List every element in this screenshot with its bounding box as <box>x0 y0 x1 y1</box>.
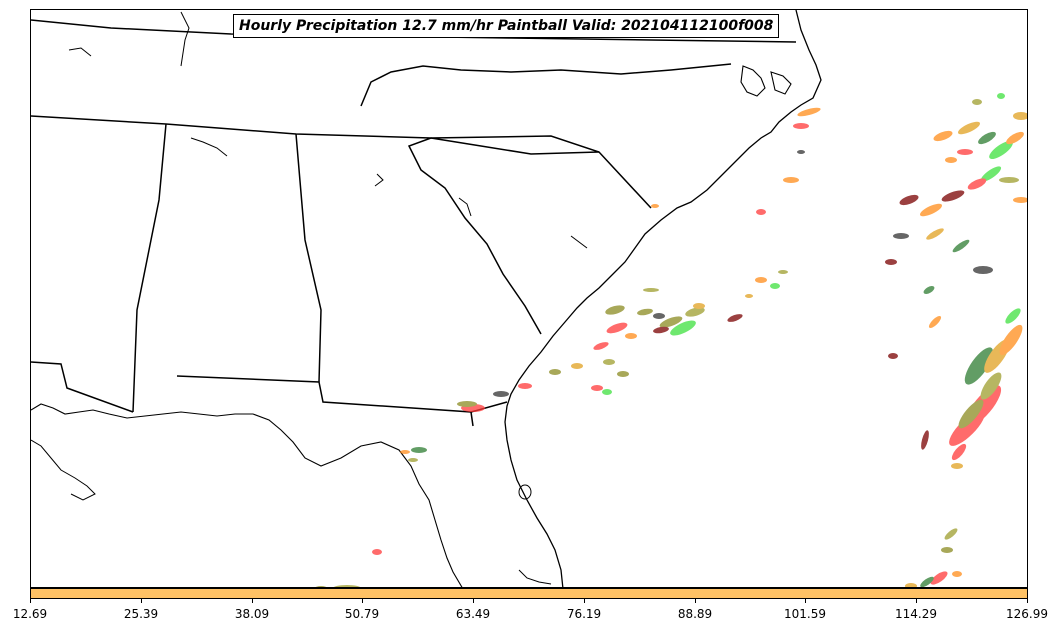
colorbar-tick-mark <box>252 599 253 603</box>
colorbar-tick-mark <box>916 599 917 603</box>
colorbar-tick-mark <box>473 599 474 603</box>
colorbar-tick-label: 50.79 <box>344 607 380 621</box>
florida-keys <box>518 569 552 585</box>
colorbar-tick-label: 126.99 <box>1006 607 1048 621</box>
colorbar-ticks: 12.69 25.39 38.09 50.79 63.49 76.19 88.89 101.5… <box>13 599 1048 629</box>
louisiana-coast <box>31 439 96 501</box>
colorbar-tick-label: 38.09 <box>234 607 270 621</box>
map-frame <box>30 9 1028 588</box>
colorbar-tick-label: 88.89 <box>677 607 713 621</box>
colorbar-tick-label: 76.19 <box>566 607 602 621</box>
colorbar-tick-mark <box>141 599 142 603</box>
colorbar-tick-mark <box>584 599 585 603</box>
colorbar-tick-mark <box>1027 599 1028 603</box>
paintball-precipitation <box>315 93 1027 587</box>
atlantic-coastline <box>504 10 822 587</box>
map-title: Hourly Precipitation 12.7 mm/hr Paintbal… <box>233 14 780 38</box>
colorbar-tick-mark <box>805 599 806 603</box>
gulf-coastline <box>31 403 463 587</box>
colorbar-tick-label: 12.69 <box>12 607 48 621</box>
colorbar-tick-label: 114.29 <box>895 607 937 621</box>
colorbar-tick-mark <box>362 599 363 603</box>
pamlico-sound <box>740 65 792 97</box>
colorbar-tick-mark <box>695 599 696 603</box>
colorbar-tick-mark <box>30 599 31 603</box>
colorbar-tick-label: 25.39 <box>123 607 159 621</box>
map-canvas <box>31 10 1027 587</box>
lake-okeechobee <box>518 484 532 500</box>
colorbar-tick-label: 63.49 <box>455 607 491 621</box>
inland-water <box>68 11 588 249</box>
colorbar <box>30 588 1028 599</box>
state-borders <box>31 19 797 427</box>
colorbar-tick-label: 101.59 <box>784 607 826 621</box>
